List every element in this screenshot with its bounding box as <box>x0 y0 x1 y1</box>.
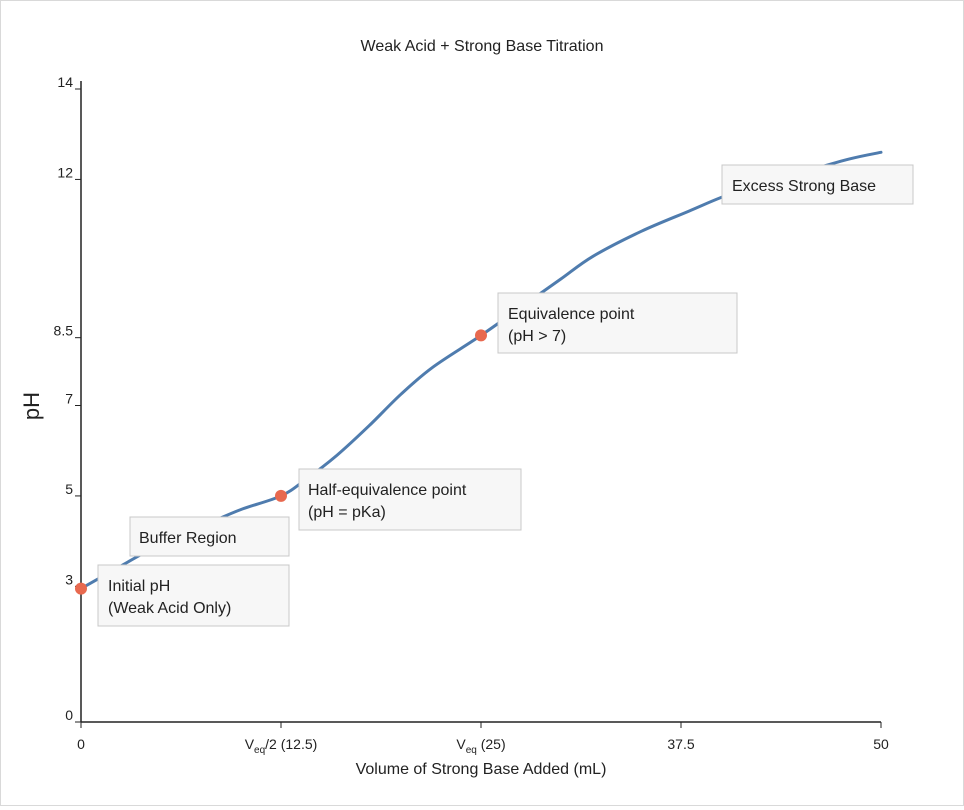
annotation-box <box>129 516 290 557</box>
annotation-text: (Weak Acid Only) <box>108 600 231 617</box>
marker-point-1 <box>275 489 287 502</box>
y-tick-label: 8.5 <box>54 323 74 339</box>
chart-title: Weak Acid + Strong Base Titration <box>361 38 604 55</box>
y-tick-label: 0 <box>65 707 73 723</box>
annotation-box <box>97 564 290 627</box>
points-layer <box>75 329 487 595</box>
x-tick-label: Veq/2 (12.5) <box>245 736 318 756</box>
x-tick-label-sub: eq <box>254 745 265 756</box>
x-tick-label: 0 <box>77 736 85 752</box>
annotation-text: Equivalence point <box>508 306 635 323</box>
annotation-text: (pH = pKa) <box>308 504 386 521</box>
x-tick-label-rest: /2 (12.5) <box>265 736 317 752</box>
y-tick-label: 3 <box>65 571 73 587</box>
x-tick-label: 37.5 <box>667 736 694 752</box>
y-ticks: 0 3 5 7 8.5 12 14 <box>54 74 81 723</box>
x-tick-label-main: V <box>245 736 255 752</box>
x-tick-label-main: V <box>456 736 466 752</box>
x-tick-label-rest: (25) <box>477 736 506 752</box>
annotation-text: Half-equivalence point <box>308 482 467 499</box>
y-tick-label: 7 <box>65 391 73 407</box>
y-tick-label: 12 <box>57 164 73 180</box>
annotation-text: Initial pH <box>108 578 170 595</box>
x-ticks: 0 Veq/2 (12.5) Veq (25) 37.5 50 <box>77 722 889 756</box>
x-tick-label-sub: eq <box>466 745 477 756</box>
annotations: Initial pH (Weak Acid Only) Buffer Region H… <box>97 164 914 627</box>
annotation-2: Half-equivalence point (pH = pKa) <box>298 468 522 531</box>
annotation-text: (pH > 7) <box>508 328 566 345</box>
x-tick-label: Veq (25) <box>456 736 505 756</box>
x-tick-label: 50 <box>873 736 889 752</box>
annotation-box <box>298 468 522 531</box>
annotation-4: Excess Strong Base <box>721 164 914 205</box>
annotation-box <box>497 292 738 354</box>
annotation-1: Buffer Region <box>129 516 290 557</box>
y-tick-label: 14 <box>57 74 73 90</box>
y-axis-label: pH <box>19 392 44 420</box>
y-tick-label: 5 <box>65 481 73 497</box>
x-axis-label: Volume of Strong Base Added (mL) <box>356 761 607 778</box>
annotation-0: Initial pH (Weak Acid Only) <box>97 564 290 627</box>
annotation-text: Buffer Region <box>139 530 237 547</box>
marker-point-0 <box>75 582 87 595</box>
annotation-3: Equivalence point (pH > 7) <box>497 292 738 354</box>
annotation-text: Excess Strong Base <box>732 178 876 195</box>
annotation-box <box>721 164 914 205</box>
marker-point-2 <box>475 329 487 342</box>
